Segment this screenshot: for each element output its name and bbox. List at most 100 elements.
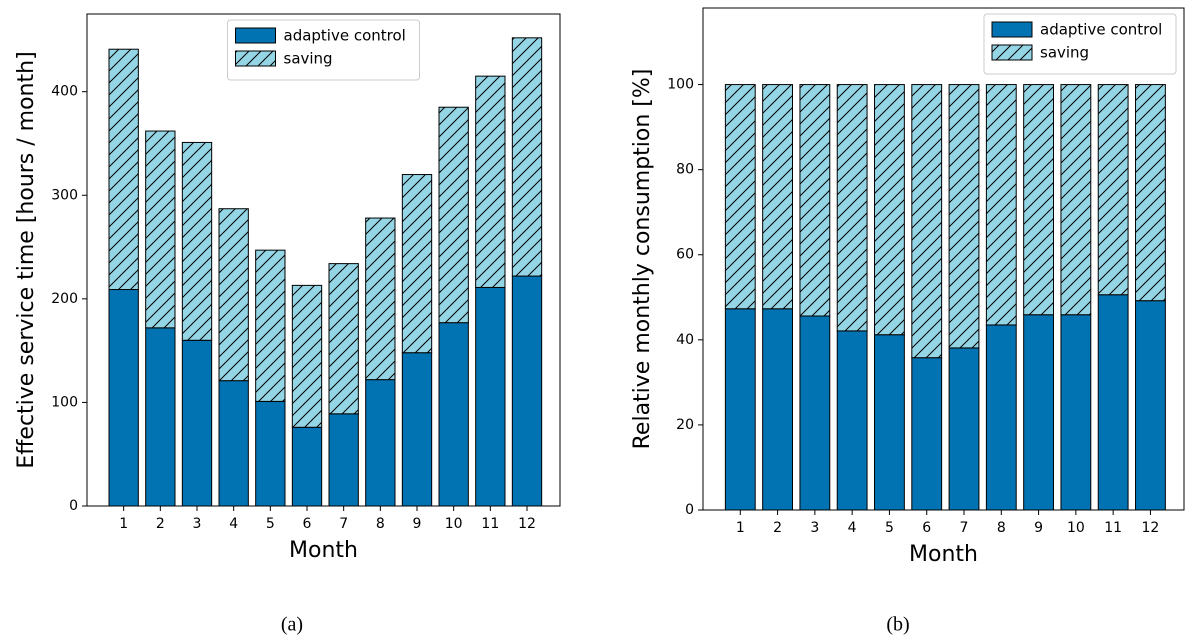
x-tick-label: 12 [1142, 520, 1160, 536]
bar-segment [1023, 84, 1054, 316]
x-axis-label: Month [909, 542, 978, 567]
y-tick-label: 300 [51, 187, 78, 203]
plot-frame [86, 13, 561, 507]
bar-segment [475, 75, 506, 288]
plot-frame [702, 7, 1185, 511]
bar-segment [108, 289, 139, 507]
legend-swatch [235, 27, 276, 44]
bar-segment [365, 217, 396, 381]
bar-segment [438, 322, 469, 507]
bar-segment [1097, 84, 1129, 296]
bar-segment [1097, 294, 1129, 511]
y-tick-label: 60 [676, 247, 694, 263]
x-tick-label: 2 [773, 520, 782, 536]
bar-segment [762, 84, 793, 310]
x-tick-label: 10 [1067, 520, 1085, 536]
x-tick-label: 11 [1104, 520, 1122, 536]
x-tick-label: 12 [518, 516, 536, 532]
x-tick-label: 9 [413, 516, 422, 532]
bar-segment [724, 308, 756, 511]
bar-segment [948, 84, 980, 349]
bar-segment [181, 141, 213, 341]
legend-label: adaptive control [284, 27, 406, 45]
x-tick-label: 3 [193, 516, 202, 532]
bar-segment [438, 106, 469, 324]
bar-segment [836, 84, 868, 332]
x-tick-label: 5 [885, 520, 894, 536]
bar-segment [108, 48, 139, 291]
bar-segment [218, 380, 249, 507]
bar-segment [145, 327, 176, 507]
x-tick-label: 1 [119, 516, 128, 532]
bar-segment [365, 379, 396, 507]
bar-segment [874, 84, 905, 336]
bar-segment [911, 357, 943, 511]
x-tick-label: 8 [997, 520, 1006, 536]
bar-segment [291, 426, 323, 507]
bar-segment [948, 347, 980, 511]
bar-segment [836, 330, 868, 511]
bar-segment [401, 174, 433, 354]
bar-segment [475, 286, 506, 507]
bar-segment [1135, 300, 1166, 511]
bar-segment [724, 84, 756, 310]
x-tick-label: 10 [445, 516, 463, 532]
bar-segment [328, 263, 359, 415]
bar-segment [181, 339, 213, 507]
bar-segment [291, 284, 323, 428]
caption: (b) [886, 614, 909, 636]
bar-segment [985, 324, 1017, 511]
legend-swatch [991, 44, 1033, 61]
x-tick-label: 7 [960, 520, 969, 536]
x-tick-label: 1 [736, 520, 745, 536]
bar-segment [799, 84, 831, 317]
y-tick-label: 20 [676, 417, 694, 433]
x-axis-label: Month [289, 538, 358, 563]
bar-segment [255, 400, 286, 507]
x-tick-label: 2 [156, 516, 165, 532]
bar-segment [1135, 84, 1166, 302]
x-tick-label: 11 [481, 516, 499, 532]
x-tick-label: 5 [266, 516, 275, 532]
legend-label: saving [1040, 44, 1089, 62]
bar-segment [511, 37, 543, 277]
x-tick-label: 4 [229, 516, 238, 532]
legend-label: saving [284, 50, 333, 68]
bar-segment [1023, 314, 1054, 511]
bar-segment [218, 208, 249, 382]
x-tick-label: 4 [848, 520, 857, 536]
y-tick-label: 200 [51, 291, 78, 307]
y-tick-label: 100 [51, 394, 78, 410]
bar-segment [799, 315, 831, 511]
bar-segment [1060, 314, 1092, 511]
bar-segment [328, 413, 359, 507]
y-axis-label: Relative monthly consumption [%] [630, 69, 655, 450]
x-tick-label: 6 [303, 516, 312, 532]
legend-swatch [235, 50, 276, 67]
caption: (a) [281, 614, 303, 636]
x-tick-label: 8 [376, 516, 385, 532]
x-tick-label: 9 [1034, 520, 1043, 536]
y-tick-label: 400 [51, 84, 78, 100]
bar-segment [911, 84, 943, 359]
bar-segment [255, 249, 286, 402]
bar-segment [1060, 84, 1092, 316]
bar-segment [874, 334, 905, 511]
x-tick-label: 3 [810, 520, 819, 536]
y-tick-label: 0 [69, 498, 78, 514]
bar-segment [145, 130, 176, 329]
y-axis-label: Effective service time [hours / month] [14, 51, 39, 468]
x-tick-label: 6 [922, 520, 931, 536]
bar-segment [511, 275, 543, 507]
y-tick-label: 100 [667, 77, 694, 93]
bar-segment [401, 352, 433, 507]
legend-label: adaptive control [1040, 21, 1162, 39]
y-tick-label: 80 [676, 162, 694, 178]
legend-swatch [991, 21, 1033, 38]
y-tick-label: 0 [685, 502, 694, 518]
x-tick-label: 7 [339, 516, 348, 532]
bar-segment [762, 308, 793, 511]
y-tick-label: 40 [676, 332, 694, 348]
